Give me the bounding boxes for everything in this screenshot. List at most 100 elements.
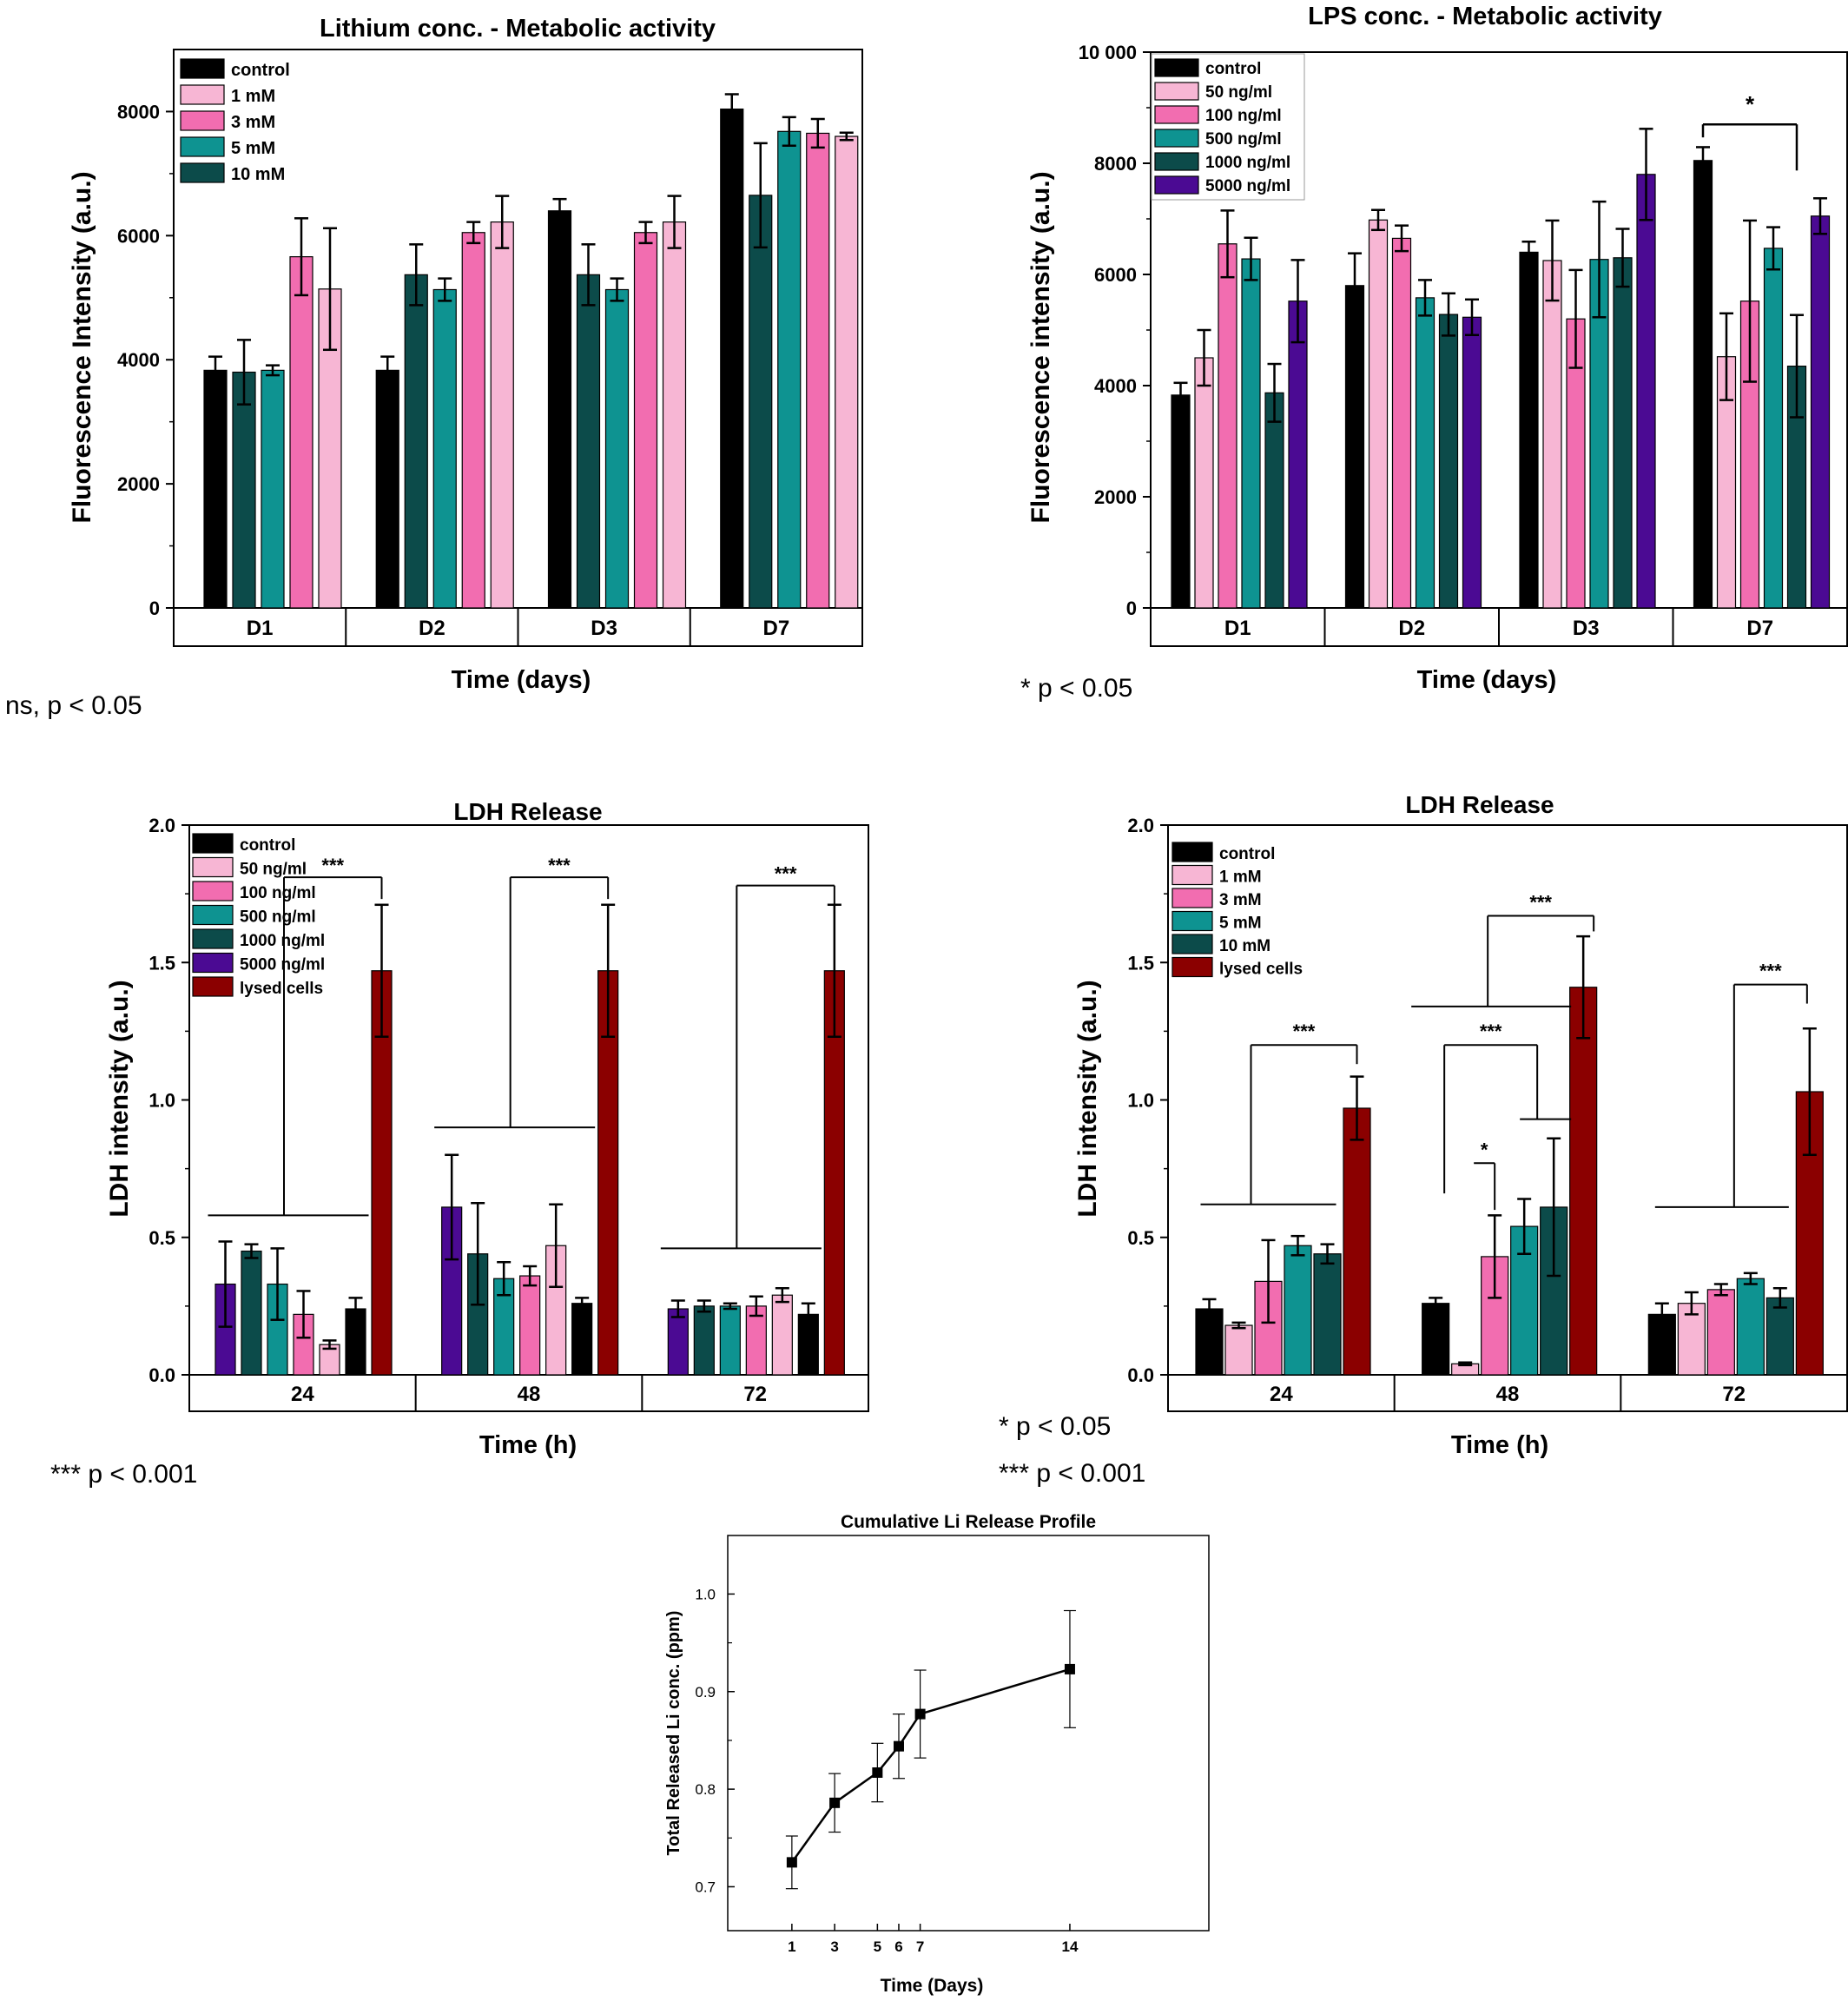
bar <box>375 369 399 609</box>
significance-mark: *** <box>1293 1020 1316 1042</box>
y-tick-label: 1.0 <box>148 1090 175 1112</box>
bar <box>1422 1303 1450 1376</box>
x-category-label: 48 <box>518 1383 541 1406</box>
bar <box>1194 357 1214 609</box>
data-point <box>914 1708 926 1720</box>
legend-swatch <box>1154 105 1199 124</box>
bar <box>1613 257 1633 609</box>
chart-title: Lithium conc. - Metabolic activity <box>320 15 716 43</box>
legend-swatch <box>1172 864 1213 886</box>
panel-lps_metabolic: LPS conc. - Metabolic activity 0 2000 4000 6… <box>1026 3 1848 694</box>
x-tick-label: 3 <box>830 1938 838 1955</box>
legend-swatch <box>192 881 234 901</box>
significance-brackets: ************* <box>1200 891 1808 1211</box>
legend-swatch <box>180 136 225 157</box>
significance-mark: *** <box>775 863 797 885</box>
bar <box>1706 1289 1735 1376</box>
bar <box>232 371 256 609</box>
legend-label: control <box>1205 60 1261 78</box>
y-tick-label: 8000 <box>1094 153 1137 175</box>
x-axis-label: Time (h) <box>479 1431 577 1459</box>
panel-ldh_li: LDH Release 0.0 0.5 1.0 1.5 2.0 LDH intensity … <box>1073 791 1848 1459</box>
x-category-label: D7 <box>1746 617 1773 640</box>
legend-swatch <box>192 833 234 854</box>
y-axis-label: Fluorescence intensity (a.u.) <box>1026 171 1055 523</box>
bar <box>1693 160 1713 609</box>
significance-note: * p < 0.05 <box>1020 674 1132 703</box>
x-axis-label: Time (days) <box>452 666 591 694</box>
bar <box>1391 237 1412 609</box>
legend-label: 5000 ng/ml <box>240 956 325 974</box>
data-point <box>829 1797 841 1808</box>
x-category-label: D2 <box>419 617 446 640</box>
y-tick-label: 2000 <box>117 473 160 495</box>
significance-bracket: *** <box>434 855 610 1129</box>
bar <box>261 369 285 609</box>
bar <box>1542 260 1562 609</box>
bar <box>1241 258 1261 609</box>
bar <box>693 1305 715 1376</box>
panel-lithium_metabolic: Lithium conc. - Metabolic activity 0 2000 4… <box>68 15 863 694</box>
legend-label: 3 mM <box>231 113 275 132</box>
y-axis-label: Fluorescence Intensity (a.u.) <box>68 171 96 523</box>
bar <box>633 232 658 609</box>
x-tick-label: 7 <box>916 1938 924 1955</box>
legend-label: 500 ng/ml <box>240 908 316 927</box>
significance-mark: * <box>1746 91 1755 117</box>
bar <box>461 232 485 609</box>
significance-mark: *** <box>1529 891 1552 913</box>
bar <box>720 108 744 609</box>
y-tick-label: 10 000 <box>1079 42 1137 63</box>
significance-mark: *** <box>1759 961 1782 982</box>
legend-swatch <box>1154 175 1199 195</box>
x-axis-label: Time (Days) <box>881 1976 984 1996</box>
legend-swatch <box>192 928 234 949</box>
legend-swatch <box>180 58 225 79</box>
y-tick-label: 0.8 <box>695 1781 716 1798</box>
significance-mark: *** <box>321 855 344 876</box>
data-point <box>872 1767 883 1778</box>
bar <box>289 256 314 609</box>
bar <box>1313 1253 1342 1376</box>
legend-label: 1000 ng/ml <box>240 932 325 950</box>
legend: control 1 mM 3 mM 5 mM 10 mM <box>180 58 290 184</box>
plot-frame <box>727 1535 1210 1932</box>
legend-label: lysed cells <box>240 980 323 998</box>
x-tick-label: 14 <box>1061 1938 1078 1955</box>
legend-label: 100 ng/ml <box>1205 107 1282 125</box>
legend-label: 3 mM <box>1219 891 1262 909</box>
chart-title: LPS conc. - Metabolic activity <box>1308 3 1662 30</box>
legend-swatch <box>180 162 225 183</box>
x-category-label: 48 <box>1496 1383 1520 1406</box>
x-category-label: D1 <box>247 617 274 640</box>
legend-label: 5 mM <box>1219 915 1262 933</box>
legend-label: control <box>231 61 290 80</box>
legend-swatch <box>1154 58 1199 77</box>
y-tick-label: 4000 <box>117 349 160 371</box>
legend-label: 100 ng/ml <box>240 884 316 902</box>
bar <box>667 1308 689 1376</box>
y-tick-label: 0.0 <box>1127 1364 1154 1386</box>
bar <box>1218 243 1238 609</box>
y-tick-label: 6000 <box>117 225 160 247</box>
legend-swatch <box>180 84 225 105</box>
significance-mark: *** <box>1480 1020 1502 1042</box>
bar <box>777 130 802 609</box>
x-category-label: D2 <box>1398 617 1425 640</box>
y-tick-label: 0.5 <box>1127 1227 1154 1249</box>
chart-title: LDH Release <box>453 798 602 825</box>
legend-swatch <box>1172 842 1213 862</box>
bar <box>1636 174 1656 609</box>
bar <box>1438 314 1459 609</box>
data-point <box>1064 1663 1075 1674</box>
legend-swatch <box>192 856 234 878</box>
y-tick-label: 2.0 <box>148 815 175 836</box>
legend-swatch <box>1172 910 1213 932</box>
bar <box>1415 297 1436 609</box>
legend-label: 1 mM <box>231 87 275 106</box>
x-category-label: D3 <box>1573 617 1600 640</box>
chart-title: LDH Release <box>1405 791 1554 818</box>
bar <box>1569 987 1598 1376</box>
legend-swatch <box>192 904 234 926</box>
